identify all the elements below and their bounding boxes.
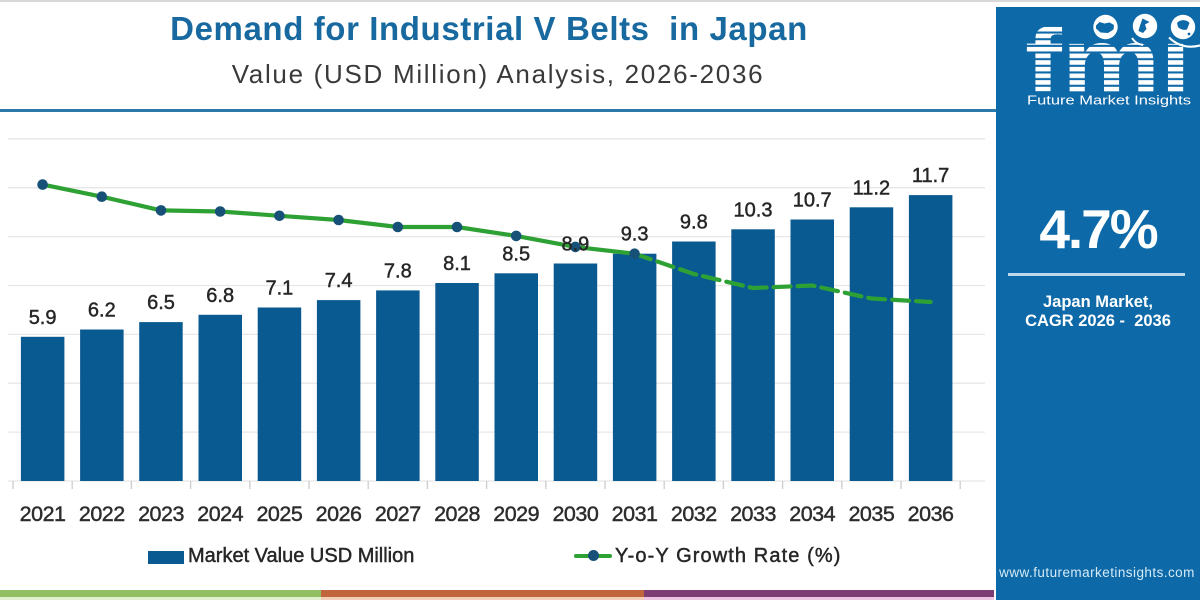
svg-text:7.8: 7.8 [384,260,412,282]
svg-text:2034: 2034 [789,502,835,526]
svg-text:5.9: 5.9 [29,307,57,329]
svg-text:2032: 2032 [671,502,717,526]
svg-text:6.2: 6.2 [88,300,116,322]
svg-text:6.8: 6.8 [206,285,234,307]
svg-text:2033: 2033 [730,502,776,526]
svg-text:2025: 2025 [256,502,302,526]
svg-text:11.7: 11.7 [912,165,949,187]
svg-text:2023: 2023 [138,502,184,526]
svg-text:2029: 2029 [493,502,539,526]
svg-text:7.4: 7.4 [325,270,353,292]
svg-text:2024: 2024 [197,502,243,526]
svg-text:9.8: 9.8 [680,212,708,234]
svg-text:11.2: 11.2 [853,177,890,199]
svg-text:8.5: 8.5 [502,243,530,265]
svg-text:10.3: 10.3 [734,199,773,221]
svg-text:2022: 2022 [79,502,125,526]
svg-text:2035: 2035 [848,502,894,526]
svg-text:9.3: 9.3 [621,224,649,246]
svg-text:Future Market Insights: Future Market Insights [1027,94,1191,108]
svg-text:8.1: 8.1 [443,253,471,275]
svg-text:2028: 2028 [434,502,480,526]
svg-text:2027: 2027 [375,502,421,526]
svg-text:7.1: 7.1 [265,278,293,300]
svg-text:2030: 2030 [552,502,598,526]
svg-text:8.9: 8.9 [561,234,589,256]
svg-text:2021: 2021 [20,502,66,526]
svg-text:6.5: 6.5 [147,292,175,314]
svg-text:10.7: 10.7 [793,190,832,212]
svg-text:2026: 2026 [316,502,362,526]
svg-text:2036: 2036 [908,502,954,526]
svg-text:2031: 2031 [612,502,658,526]
